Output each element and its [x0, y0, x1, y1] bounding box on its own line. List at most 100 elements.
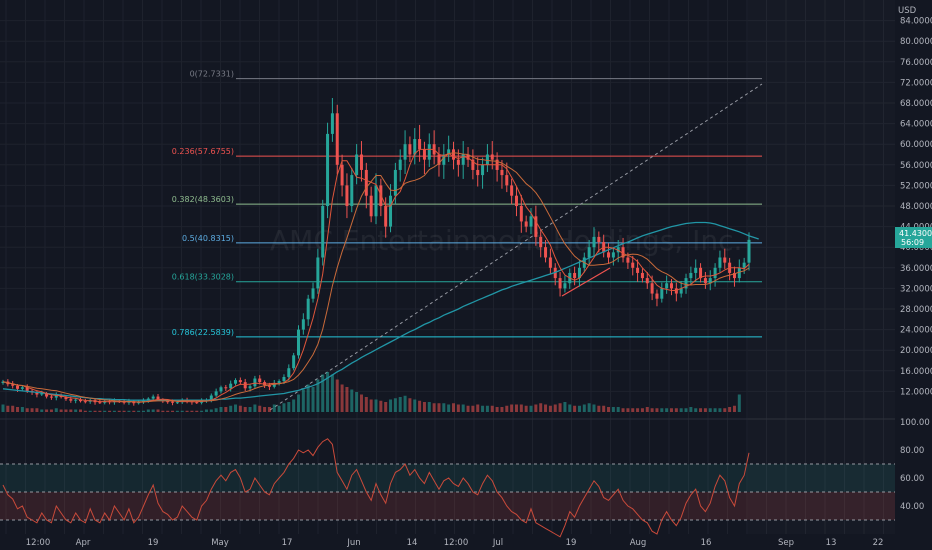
time-tick-label: Sep	[778, 538, 794, 548]
volume-bar	[190, 410, 194, 412]
volume-bar	[665, 408, 669, 412]
rsi-tick-label: 40.00	[900, 502, 924, 512]
volume-bar	[655, 408, 659, 412]
time-tick-label: Jun	[346, 538, 360, 548]
time-tick-label: 16	[701, 538, 712, 548]
volume-bar	[427, 402, 431, 412]
volume-bar	[418, 400, 422, 412]
candle-body	[461, 154, 465, 165]
rsi-pane[interactable]: 40.00 60.00 80.00 100.00	[0, 418, 930, 538]
price-tick-label: 84.0000	[900, 17, 932, 27]
candle-body	[713, 267, 717, 279]
candle-body	[16, 385, 20, 389]
volume-bar	[732, 405, 736, 412]
candle-body	[306, 298, 310, 320]
volume-bar	[321, 374, 325, 412]
volume-bar	[563, 402, 567, 412]
volume-bar	[156, 409, 160, 412]
dashed-trend-line[interactable]	[269, 83, 763, 411]
volume-bar	[117, 410, 121, 412]
candle-body	[20, 387, 24, 389]
volume-bar	[452, 403, 456, 412]
price-tick-label: 68.0000	[900, 99, 932, 109]
price-axis[interactable]: 12.0000 16.0000 20.0000 24.0000 28.0000 32.00…	[900, 17, 932, 398]
time-axis[interactable]: 12:00 Apr 19 May 17 Jun 14 12:00 Jul 19 Aug 16 Sep 13…	[26, 538, 884, 548]
volume-bar	[69, 409, 73, 412]
rsi-line	[2, 438, 750, 538]
volume-bar	[718, 408, 722, 412]
volume-bar	[679, 408, 683, 412]
volume-bar	[573, 405, 577, 412]
volume-bar	[253, 404, 257, 412]
volume-bar	[510, 404, 514, 412]
volume-bar	[248, 407, 252, 412]
volume-bar	[229, 405, 233, 412]
candle-body	[505, 175, 509, 186]
candle-body	[539, 236, 543, 248]
candle-body	[636, 267, 640, 273]
candle-body	[577, 267, 581, 279]
price-tick-label: 60.0000	[900, 140, 932, 150]
candle-body	[122, 401, 126, 403]
volume-bar	[146, 409, 150, 412]
trend-lines[interactable]	[269, 83, 763, 411]
candle-body	[607, 252, 611, 258]
candle-body	[345, 185, 349, 206]
volume-bar	[277, 405, 281, 412]
price-tick-label: 80.0000	[900, 37, 932, 47]
candle-body	[277, 381, 281, 384]
candle-body	[640, 272, 644, 279]
volume-bar	[529, 405, 533, 412]
volume-bar	[481, 405, 485, 412]
volume-bar	[316, 379, 320, 412]
candle-body	[171, 401, 175, 403]
last-price-countdown: 56:09	[901, 238, 924, 247]
rsi-tick-label: 60.00	[900, 474, 924, 484]
volume-bar	[214, 408, 218, 412]
volume-bars	[1, 372, 741, 412]
volume-bar	[11, 405, 15, 412]
candle-body	[253, 378, 257, 387]
volume-bar	[345, 387, 349, 412]
candle-body	[524, 221, 528, 227]
volume-bar	[258, 405, 262, 412]
volume-bar	[1, 404, 5, 412]
fib-level-label: 0.236(57.6755)	[172, 147, 234, 156]
volume-bar	[694, 408, 698, 412]
rsi-tick-label: 100.00	[900, 418, 930, 428]
candle-body	[694, 267, 698, 273]
candle-body	[732, 272, 736, 279]
volume-bar	[476, 404, 480, 412]
volume-bar	[374, 399, 378, 412]
time-tick-label: 19	[566, 538, 577, 548]
candle-body	[456, 159, 460, 165]
volume-bar	[224, 407, 228, 412]
candle-body	[248, 386, 252, 389]
volume-bar	[112, 410, 116, 412]
candle-body	[287, 368, 291, 377]
price-tick-label: 76.0000	[900, 58, 932, 68]
volume-bar	[723, 408, 727, 412]
candle-body	[500, 169, 504, 176]
volume-bar	[597, 405, 601, 412]
volume-bar	[539, 403, 543, 412]
volume-bar	[728, 407, 732, 412]
candle-body	[214, 391, 218, 396]
price-tick-label: 20.0000	[900, 346, 932, 356]
candle-body	[224, 387, 228, 389]
candle-body	[442, 154, 446, 165]
fib-level-label: 0.5(40.8315)	[182, 234, 234, 243]
price-tick-label: 72.0000	[900, 78, 932, 88]
candle-body	[742, 262, 746, 268]
candle-body	[296, 329, 300, 356]
grid	[0, 0, 895, 534]
candle-body	[718, 257, 722, 268]
support-trend-line[interactable]	[561, 267, 611, 297]
candle-body	[408, 144, 412, 155]
candle-body	[350, 175, 354, 206]
volume-bar	[669, 408, 673, 412]
candle-body	[393, 169, 397, 196]
moving-averages	[2, 148, 759, 403]
volume-bar	[737, 394, 741, 412]
